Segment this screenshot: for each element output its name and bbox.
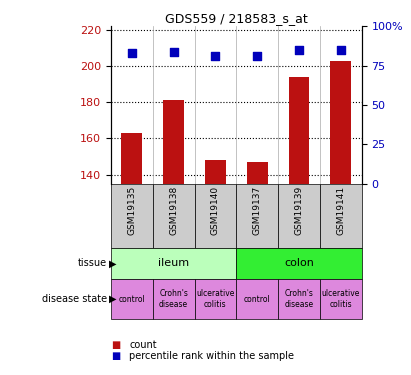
Text: tissue: tissue	[78, 258, 107, 268]
Text: GSM19137: GSM19137	[253, 186, 262, 235]
Bar	[236, 184, 278, 248]
Bar	[205, 160, 226, 375]
Text: GSM19140: GSM19140	[211, 186, 220, 235]
Text: control: control	[118, 295, 145, 304]
Text: GSM19139: GSM19139	[295, 186, 303, 235]
Bar	[247, 162, 268, 375]
Bar	[194, 184, 236, 248]
Text: ▶: ▶	[109, 258, 116, 268]
Bar	[111, 279, 153, 319]
Bar	[236, 248, 362, 279]
Text: disease state: disease state	[42, 294, 107, 304]
Text: ■: ■	[111, 351, 120, 361]
Bar	[278, 279, 320, 319]
Text: ileum: ileum	[158, 258, 189, 268]
Text: ■: ■	[111, 340, 120, 350]
Bar	[153, 279, 194, 319]
Text: count: count	[129, 340, 157, 350]
Bar	[289, 77, 309, 375]
Text: control: control	[244, 295, 270, 304]
Bar	[194, 279, 236, 319]
Bar	[236, 279, 278, 319]
Point	[171, 49, 177, 55]
Text: ulcerative
colitis: ulcerative colitis	[196, 290, 235, 309]
Bar	[121, 133, 142, 375]
Point	[337, 47, 344, 53]
Text: Crohn's
disease: Crohn's disease	[159, 290, 188, 309]
Point	[212, 53, 219, 59]
Text: GSM19135: GSM19135	[127, 186, 136, 235]
Text: GSM19138: GSM19138	[169, 186, 178, 235]
Bar	[163, 100, 184, 375]
Text: ulcerative
colitis: ulcerative colitis	[321, 290, 360, 309]
Bar	[278, 184, 320, 248]
Bar	[320, 184, 362, 248]
Text: percentile rank within the sample: percentile rank within the sample	[129, 351, 294, 361]
Bar	[320, 279, 362, 319]
Bar	[111, 184, 153, 248]
Bar	[330, 61, 351, 375]
Point	[129, 50, 135, 56]
Title: GDS559 / 218583_s_at: GDS559 / 218583_s_at	[165, 12, 308, 25]
Point	[296, 47, 302, 53]
Bar	[111, 248, 236, 279]
Text: Crohn's
disease: Crohn's disease	[284, 290, 314, 309]
Text: GSM19141: GSM19141	[336, 186, 345, 235]
Text: ▶: ▶	[109, 294, 116, 304]
Text: colon: colon	[284, 258, 314, 268]
Bar	[153, 184, 194, 248]
Point	[254, 53, 261, 59]
